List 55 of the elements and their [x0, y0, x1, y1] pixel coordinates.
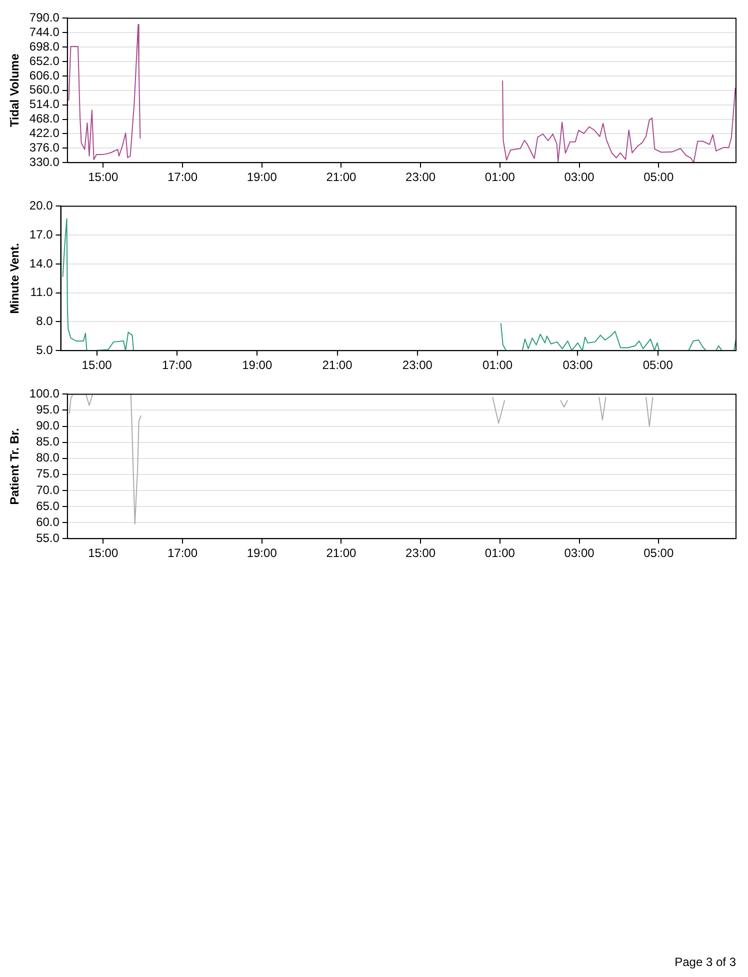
y-tick-label: 606.0 — [29, 68, 60, 82]
x-tick-label: 15:00 — [88, 546, 118, 560]
x-tick-label: 03:00 — [564, 170, 595, 184]
y-tick-label: 698.0 — [29, 39, 60, 54]
y-tick-label: 422.0 — [29, 126, 60, 140]
y-tick-label: 55.0 — [36, 530, 60, 545]
y-tick-label: 80.0 — [36, 450, 60, 465]
x-tick-label: 03:00 — [562, 358, 594, 372]
y-tick-label: 5.0 — [36, 342, 54, 357]
y-tick-label: 652.0 — [29, 54, 60, 68]
x-tick-label: 21:00 — [326, 546, 357, 560]
x-tick-label: 17:00 — [162, 358, 192, 372]
x-tick-label: 05:00 — [644, 170, 674, 184]
y-tick-label: 330.0 — [29, 154, 60, 169]
x-tick-label: 17:00 — [167, 546, 198, 560]
y-tick-label: 70.0 — [36, 482, 60, 497]
y-tick-label: 100.0 — [29, 386, 60, 401]
y-tick-label: 790.0 — [29, 10, 60, 25]
x-tick-label: 19:00 — [242, 358, 272, 372]
x-tick-label: 01:00 — [484, 546, 516, 560]
y-axis-title: Tidal Volume — [8, 53, 22, 128]
x-tick-label: 19:00 — [246, 546, 278, 560]
y-tick-label: 65.0 — [36, 498, 60, 513]
y-tick-label: 20.0 — [29, 198, 54, 213]
y-tick-label: 11.0 — [30, 285, 54, 300]
x-tick-label: 21:00 — [322, 358, 353, 372]
x-tick-label: 23:00 — [402, 358, 433, 372]
x-tick-label: 05:00 — [644, 546, 674, 560]
text: Page 3 of 3 — [674, 955, 736, 969]
y-tick-label: 85.0 — [36, 434, 60, 449]
y-tick-label: 376.0 — [29, 140, 60, 154]
y-tick-label: 95.0 — [36, 402, 60, 417]
x-tick-label: 01:00 — [484, 170, 516, 184]
y-axis-title: Minute Vent. — [8, 243, 22, 314]
y-tick-label: 468.0 — [29, 112, 60, 126]
y-axis-title: Patient Tr. Br. — [8, 428, 22, 505]
y-tick-label: 90.0 — [36, 418, 60, 433]
y-tick-label: 8.0 — [36, 314, 54, 328]
y-tick-label: 75.0 — [36, 466, 60, 481]
x-tick-label: 23:00 — [406, 170, 436, 184]
y-tick-label: 744.0 — [29, 24, 60, 39]
y-tick-label: 60.0 — [36, 514, 60, 529]
y-tick-label: 17.0 — [29, 227, 54, 242]
x-tick-label: 19:00 — [246, 170, 278, 184]
x-tick-label: 03:00 — [564, 546, 595, 560]
y-tick-label: 560.0 — [29, 82, 60, 97]
x-tick-label: 23:00 — [406, 546, 436, 560]
x-tick-label: 21:00 — [326, 170, 357, 184]
y-tick-label: 14.0 — [29, 256, 54, 270]
y-tick-label: 514.0 — [29, 97, 60, 112]
x-tick-label: 15:00 — [88, 170, 118, 184]
x-tick-label: 01:00 — [482, 358, 513, 372]
x-tick-label: 05:00 — [642, 358, 674, 372]
x-tick-label: 15:00 — [82, 358, 112, 372]
x-tick-label: 17:00 — [167, 170, 198, 184]
